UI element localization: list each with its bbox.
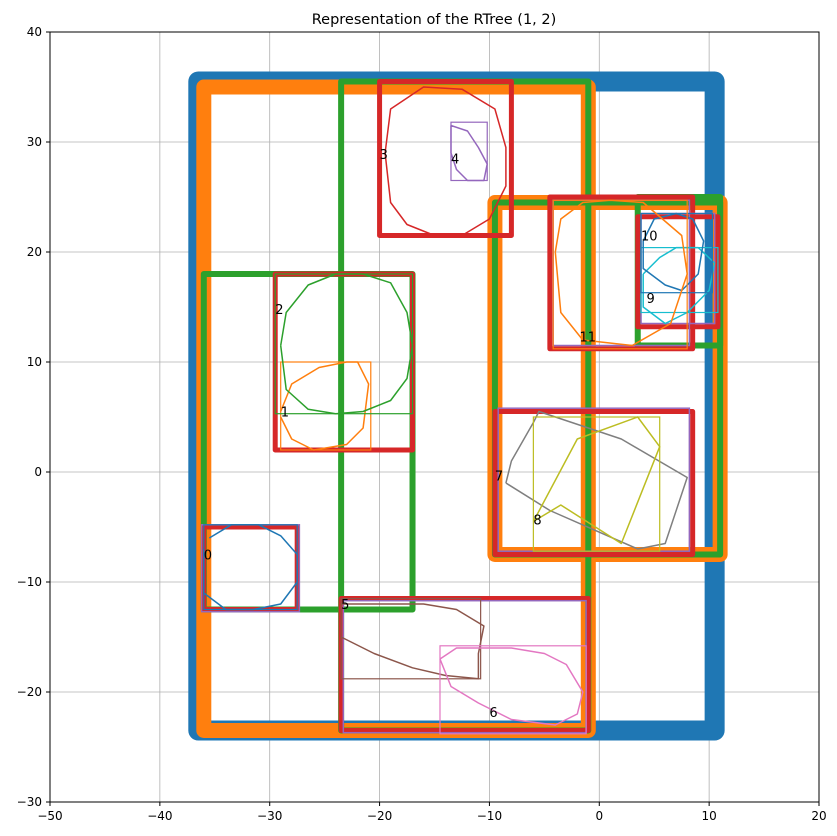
x-tick-label: 20 [811, 809, 826, 823]
object-polygon-5 [340, 603, 485, 680]
axes-frame [49, 31, 820, 803]
node-box-leaf [492, 409, 696, 557]
x-tick-label: −10 [477, 809, 502, 823]
node-box-l2 [491, 199, 724, 558]
node-box-l1 [487, 195, 728, 562]
chart-title: Representation of the RTree (1, 2) [312, 12, 557, 28]
x-tick-label: −30 [257, 809, 282, 823]
object-label-7: 7 [495, 469, 503, 484]
y-tick-label: −10 [17, 575, 42, 589]
object-label-5: 5 [341, 598, 349, 613]
x-tick-label: 0 [595, 809, 603, 823]
x-tick-label: −40 [147, 809, 172, 823]
object-bbox-6 [439, 645, 587, 735]
object-label-2: 2 [275, 303, 283, 318]
object-bbox-1 [280, 361, 372, 451]
object-bbox-8 [532, 416, 661, 552]
x-tick-label: −50 [37, 809, 62, 823]
object-label-4: 4 [451, 153, 459, 168]
object-label-11: 11 [580, 331, 597, 346]
y-tick-label: 40 [27, 25, 42, 39]
object-label-3: 3 [380, 148, 388, 163]
object-label-6: 6 [489, 706, 497, 721]
x-tick-label: −20 [367, 809, 392, 823]
object-polygon-7 [505, 410, 688, 550]
object-polygon-8 [532, 416, 661, 545]
y-tick-label: 20 [27, 245, 42, 259]
object-bbox-4 [450, 121, 488, 182]
object-polygon-10 [642, 212, 705, 292]
object-polygon-6 [439, 647, 584, 726]
object-label-1: 1 [281, 406, 289, 421]
object-polygon-1 [280, 361, 370, 451]
object-label-10: 10 [641, 230, 658, 245]
x-tick-label: 10 [702, 809, 717, 823]
object-label-0: 0 [204, 549, 212, 564]
grid-lines [49, 31, 820, 803]
y-tick-label: −30 [17, 795, 42, 809]
object-polygon-4 [450, 124, 488, 182]
object-polygon-0 [203, 524, 298, 611]
object-polygon-3 [384, 86, 507, 237]
object-polygon-11 [554, 199, 688, 347]
node-box-leaf [338, 596, 591, 733]
node-box-l2 [200, 271, 416, 613]
object-label-8: 8 [533, 513, 541, 528]
y-tick-label: 0 [34, 465, 42, 479]
object-polygon-2 [279, 273, 414, 415]
plot-area: 0 1 2 3 4 5 6 7 8 9 10 11 [188, 71, 728, 741]
y-tick-label: 30 [27, 135, 42, 149]
y-tick-label: −20 [17, 685, 42, 699]
object-label-9: 9 [647, 292, 655, 307]
y-tick-label: 10 [27, 355, 42, 369]
